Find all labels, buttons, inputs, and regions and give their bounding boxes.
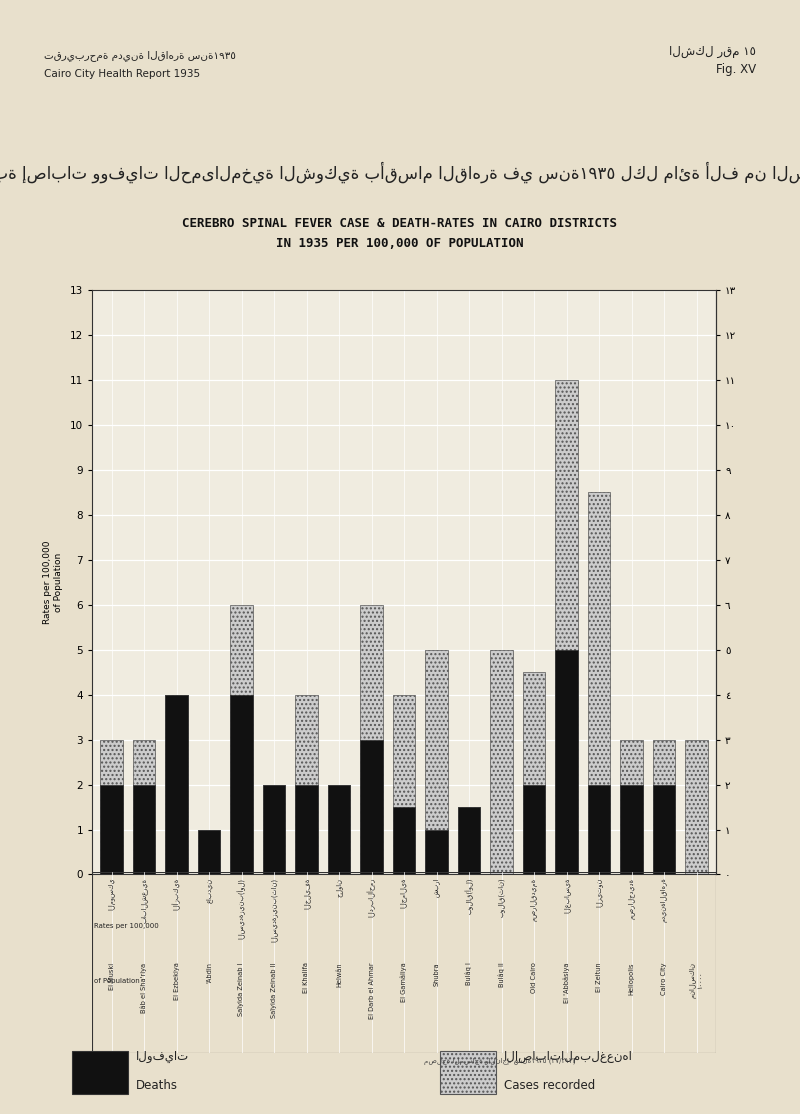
Text: Shubra: Shubra [434, 962, 439, 986]
Text: Bulâq II: Bulâq II [498, 962, 505, 987]
Bar [653, 740, 675, 874]
Bar [133, 784, 155, 874]
Bar [490, 649, 513, 874]
Text: الشكل رقم ١٥: الشكل رقم ١٥ [669, 45, 756, 58]
Bar [100, 740, 123, 874]
Text: El Muski: El Muski [109, 962, 114, 989]
Bar [230, 605, 253, 874]
Bar [620, 740, 643, 874]
Text: Cases recorded: Cases recorded [504, 1079, 595, 1092]
Bar [165, 694, 188, 874]
Bar [440, 1051, 496, 1094]
Bar [522, 784, 546, 874]
Text: السيدةزينب(ثان): السيدةزينب(ثان) [270, 878, 278, 941]
Text: مصلحة المساحة والناجم سنة١٩٣٥ (٣٧/٢١٣): مصلحة المساحة والناجم سنة١٩٣٥ (٣٧/٢١٣) [424, 1058, 576, 1065]
Text: الإصاباتالمبلغعنها: الإصاباتالمبلغعنها [504, 1051, 633, 1064]
Bar [295, 694, 318, 874]
Text: Saïyida Zeinab I: Saïyida Zeinab I [238, 962, 245, 1016]
Bar [458, 807, 480, 874]
Text: of Population: of Population [94, 978, 139, 984]
Bar [360, 605, 383, 874]
Text: بولاق(أول): بولاق(أول) [465, 878, 474, 915]
Bar [425, 830, 448, 874]
Text: Deaths: Deaths [136, 1079, 178, 1092]
Text: Cairo City Health Report 1935: Cairo City Health Report 1935 [44, 69, 200, 79]
Text: الزيتون: الزيتون [595, 878, 602, 907]
Bar [230, 694, 253, 874]
Bar [685, 740, 708, 874]
Bar [198, 830, 220, 874]
Bar [165, 694, 188, 874]
Text: El 'Abbâsiya: El 'Abbâsiya [563, 962, 570, 1003]
Text: Helwân: Helwân [336, 962, 342, 987]
Text: Rates per 100,000: Rates per 100,000 [94, 924, 158, 929]
Text: الموسكي: الموسكي [108, 878, 115, 910]
Text: Fig. XV: Fig. XV [716, 63, 756, 77]
Text: El Ezbekiya: El Ezbekiya [174, 962, 179, 1000]
Bar [198, 830, 220, 874]
Text: بولاق(ثان): بولاق(ثان) [498, 878, 505, 917]
Text: El Gamâliya: El Gamâliya [401, 962, 407, 1003]
Bar [620, 784, 643, 874]
Text: الدربالأحمر: الدربالأحمر [367, 878, 376, 917]
Text: الأزبكية: الأزبكية [172, 878, 181, 910]
Y-axis label: Rates per 100,000
of Population: Rates per 100,000 of Population [43, 540, 62, 624]
Text: العباسية: العباسية [563, 878, 570, 913]
Text: Heliopolis: Heliopolis [629, 962, 634, 995]
Text: 'Abdin: 'Abdin [206, 962, 212, 984]
Bar [295, 784, 318, 874]
Bar [555, 380, 578, 874]
Bar [653, 784, 675, 874]
Text: Old Cairo: Old Cairo [531, 962, 537, 994]
Bar [360, 740, 383, 874]
Text: مصرالجديدة: مصرالجديدة [628, 878, 635, 919]
Text: تقريبرحمة مدينة القاهرة سنة١٩٣٥: تقريبرحمة مدينة القاهرة سنة١٩٣٥ [44, 50, 236, 61]
Bar [328, 784, 350, 874]
Bar [393, 807, 415, 874]
Text: الخليفة: الخليفة [303, 878, 310, 909]
Bar [588, 784, 610, 874]
Text: Saïyida Zeinab II: Saïyida Zeinab II [271, 962, 277, 1018]
Text: El Zeitun: El Zeitun [596, 962, 602, 993]
Text: الجمالية: الجمالية [401, 878, 407, 908]
Text: نسبة إصابات ووفيات الحمىالمخية الشوكية بأقسام القاهرة في سنة١٩٣٥ لكل مائة ألف من: نسبة إصابات ووفيات الحمىالمخية الشوكية ب… [0, 162, 800, 183]
Text: El Darb el Ahmar: El Darb el Ahmar [369, 962, 374, 1019]
Bar [133, 740, 155, 874]
Text: السيدةزينب(أول): السيدةزينب(أول) [238, 878, 246, 939]
Text: منالسكان
١۰۰۰۰: منالسكان ١۰۰۰۰ [690, 962, 703, 998]
Text: CEREBRO SPINAL FEVER CASE & DEATH-RATES IN CAIRO DISTRICTS: CEREBRO SPINAL FEVER CASE & DEATH-RATES … [182, 217, 618, 231]
Bar [458, 807, 480, 874]
Bar [425, 649, 448, 874]
Text: مدينةالقاهرة: مدينةالقاهرة [661, 878, 667, 922]
Text: Bâb el Sha'riya: Bâb el Sha'riya [141, 962, 147, 1013]
Text: عابدين: عابدين [206, 878, 212, 902]
Text: Cairo City: Cairo City [661, 962, 667, 995]
Text: Bulâq I: Bulâq I [466, 962, 472, 986]
Bar [100, 784, 123, 874]
Bar [522, 672, 546, 874]
Bar [555, 649, 578, 874]
Text: IN 1935 PER 100,000 OF POPULATION: IN 1935 PER 100,000 OF POPULATION [276, 237, 524, 251]
Text: El Khalifa: El Khalifa [303, 962, 310, 994]
Bar [72, 1051, 128, 1094]
Text: مصرالقديمة: مصرالقديمة [530, 878, 538, 921]
Text: بابالشعرية: بابالشعرية [141, 878, 147, 922]
Bar [588, 492, 610, 874]
Bar [262, 784, 286, 874]
Text: الوفيات: الوفيات [136, 1051, 190, 1064]
Text: حلوان: حلوان [335, 878, 342, 897]
Bar [262, 784, 286, 874]
Text: شبرا: شبرا [433, 878, 440, 897]
Bar [328, 784, 350, 874]
Bar [393, 694, 415, 874]
